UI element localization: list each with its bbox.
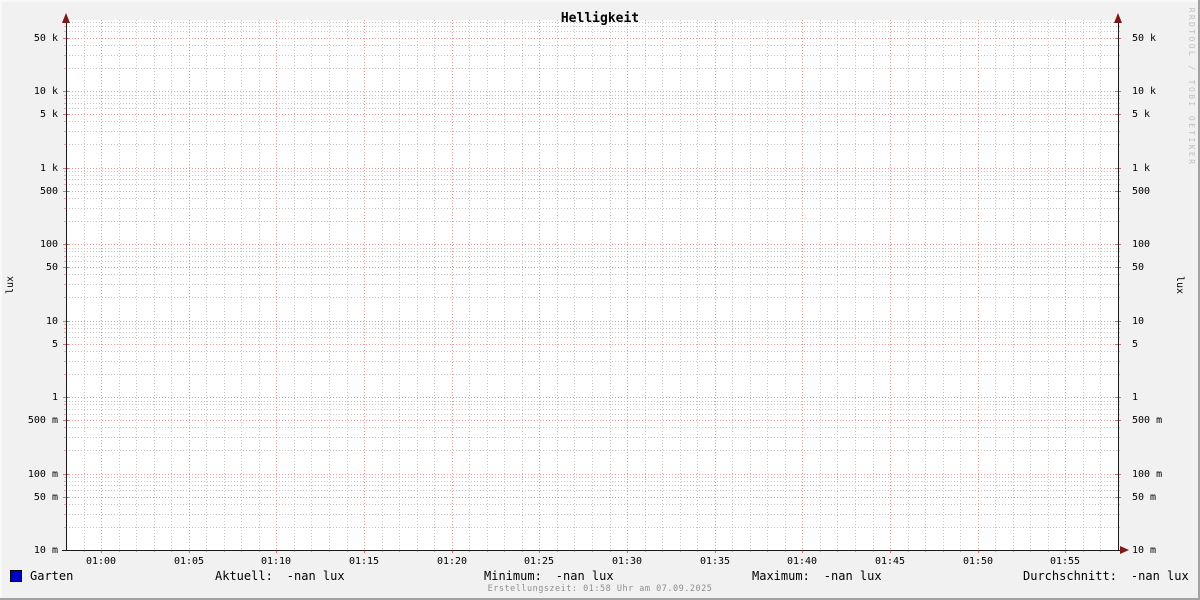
y-axis-tick-label-right: 500 (1132, 186, 1151, 197)
y-axis-tick-label-left: 5 k (39, 109, 58, 120)
y-axis-tick-label-left: 1 (51, 392, 58, 403)
y-axis-tick-label-left: 100 (39, 239, 58, 250)
stat-label: Durchschnitt: (1023, 569, 1117, 583)
y-axis-tick-label-right: 500 m (1132, 415, 1163, 426)
stat-label: Aktuell: (215, 569, 273, 583)
chart-title: Helligkeit (560, 11, 640, 26)
y-axis-tick-label-right: 50 k (1132, 33, 1157, 44)
creation-timestamp: Erstellungszeit: 01:58 Uhr am 07.09.2025 (487, 584, 713, 594)
legend-color-swatch (10, 570, 22, 582)
y-axis-tick-label-left: 10 m (33, 545, 58, 556)
y-axis-tick-label-right: 100 m (1132, 469, 1163, 480)
y-axis-tick-label-right: 1 k (1132, 163, 1151, 174)
y-axis-tick-label-right: 10 k (1132, 86, 1157, 97)
x-axis-tick-label: 01:30 (611, 556, 643, 567)
y-axis-tick-label-right: 100 (1132, 239, 1151, 250)
y-axis-tick-label-left: 10 (45, 316, 58, 327)
x-axis-tick-label: 01:25 (523, 556, 555, 567)
y-axis-tick-label-left: 50 m (33, 492, 58, 503)
stat-value: -nan lux (823, 569, 882, 583)
legend-stat-aktuell: Aktuell: -nan lux (215, 569, 345, 583)
y-axis-tick-label-right: 50 m (1132, 492, 1157, 503)
x-axis-tick-label: 01:50 (962, 556, 994, 567)
y-axis-tick-label-right: 10 m (1132, 545, 1157, 556)
y-axis-tick-label-left: 5 (51, 339, 58, 350)
y-axis-tick-label-left: 10 k (33, 86, 58, 97)
y-axis-tick-label-left: 1 k (39, 163, 58, 174)
x-axis-tick-label: 01:55 (1049, 556, 1081, 567)
stat-value: -nan lux (555, 569, 614, 583)
y-axis-tick-label-left: 500 (39, 186, 58, 197)
x-axis-tick-label: 01:40 (786, 556, 818, 567)
y-axis-tick-label-right: 5 k (1132, 109, 1151, 120)
x-axis-tick-label: 01:35 (699, 556, 731, 567)
y-axis-tick-label-left: 100 m (27, 469, 58, 480)
x-axis-tick-label: 01:05 (173, 556, 205, 567)
x-axis-tick-label: 01:10 (260, 556, 292, 567)
y-axis-tick-label-left: 50 (45, 262, 58, 273)
y-axis-tick-label-left: 50 k (33, 33, 58, 44)
y-axis-tick-label-left: 500 m (27, 415, 58, 426)
y-axis-tick-label-right: 10 (1132, 316, 1145, 327)
x-axis-tick-label: 01:00 (85, 556, 117, 567)
stat-label: Maximum: (752, 569, 810, 583)
legend-stat-durchschnitt: Durchschnitt: -nan lux (1023, 569, 1189, 583)
y-axis-tick-label-right: 5 (1132, 339, 1139, 350)
stat-value: -nan lux (286, 569, 345, 583)
x-axis-tick-label: 01:20 (436, 556, 468, 567)
y-axis-tick-label-right: 50 (1132, 262, 1145, 273)
stat-label: Minimum: (484, 569, 542, 583)
y-axis-tick-label-right: 1 (1132, 392, 1139, 403)
stat-value: -nan lux (1130, 569, 1189, 583)
legend-stat-minimum: Minimum: -nan lux (484, 569, 614, 583)
legend-stat-maximum: Maximum: -nan lux (752, 569, 882, 583)
x-axis-tick-label: 01:15 (348, 556, 380, 567)
legend-series-label: Garten (30, 569, 74, 583)
x-axis-tick-label: 01:45 (874, 556, 906, 567)
